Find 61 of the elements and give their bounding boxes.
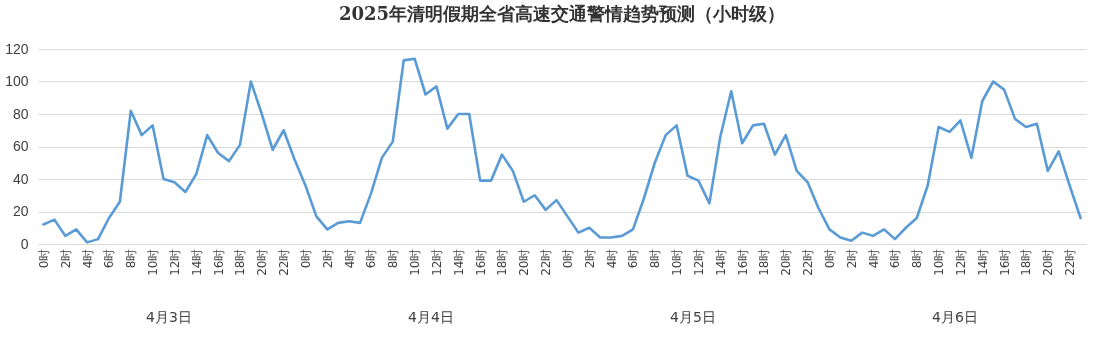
y-tick-label: 20	[12, 203, 29, 219]
x-tick-label: 6时	[364, 248, 379, 269]
x-tick-label: 20时	[517, 248, 532, 276]
x-tick-label: 10时	[408, 248, 423, 276]
text: 4月6日	[932, 309, 978, 325]
x-tick-label: 0时	[822, 248, 837, 269]
x-tick-label: 12时	[429, 248, 444, 276]
x-tick-label: 14时	[451, 248, 466, 276]
x-tick-label: 10时	[670, 248, 685, 276]
y-tick-label: 0	[20, 235, 29, 252]
x-tick-label: 16时	[997, 248, 1012, 276]
x-tick-label: 18时	[233, 248, 248, 276]
x-tick-label: 12时	[167, 248, 182, 276]
y-tick-label: 60	[12, 138, 29, 154]
x-tick-label: 8时	[386, 248, 401, 269]
x-tick-label: 20时	[1041, 248, 1056, 276]
x-tick-label: 2时	[320, 248, 335, 269]
x-tick-label: 8时	[910, 248, 925, 269]
y-tick-label: 80	[12, 105, 29, 122]
x-tick-label: 8时	[648, 248, 663, 269]
text: 4月4日	[408, 309, 454, 325]
x-tick-label: 18时	[495, 248, 510, 276]
x-tick-label: 22时	[539, 248, 554, 276]
x-tick-label: 6时	[626, 248, 641, 269]
x-tick-label: 22时	[1063, 248, 1078, 276]
x-tick-label: 12时	[691, 248, 706, 276]
x-tick-label: 0时	[298, 248, 313, 269]
x-tick-label: 4时	[866, 248, 881, 269]
x-tick-label: 12时	[953, 248, 968, 276]
x-tick-label: 16时	[735, 248, 750, 276]
x-tick-label: 4时	[604, 248, 619, 269]
x-tick-label: 22时	[801, 248, 816, 276]
chart-title: 2025年清明假期全省高速交通警情趋势预测（小时级）	[338, 3, 786, 24]
text: 4月5日	[670, 309, 716, 325]
x-tick-label: 18时	[757, 248, 772, 276]
line-series	[42, 57, 1082, 244]
x-tick-label: 8时	[124, 248, 139, 269]
x-tick-label: 16时	[211, 248, 226, 276]
x-tick-label: 20时	[779, 248, 794, 276]
x-tick-label: 16时	[473, 248, 488, 276]
x-tick-label: 20时	[255, 248, 270, 276]
x-tick-label: 0时	[36, 248, 51, 269]
x-tick-label: 2时	[844, 248, 859, 269]
x-tick-label: 2时	[582, 248, 597, 269]
x-tick-label: 2时	[58, 248, 73, 269]
x-tick-label: 18时	[1019, 248, 1034, 276]
x-tick-label: 4时	[342, 248, 357, 269]
x-tick-label: 6时	[888, 248, 903, 269]
text: 4月3日	[146, 309, 192, 325]
x-tick-label: 10时	[932, 248, 947, 276]
x-tick-label: 22时	[277, 248, 292, 276]
x-tick-label: 14时	[189, 248, 204, 276]
y-tick-label: 120	[5, 40, 29, 57]
x-tick-label: 14时	[713, 248, 728, 276]
x-tick-label: 10时	[146, 248, 161, 276]
y-tick-label: 100	[5, 73, 29, 89]
x-tick-label: 4时	[80, 248, 95, 269]
x-tick-label: 6时	[102, 248, 117, 269]
x-tick-label: 0时	[560, 248, 575, 269]
x-tick-label: 14时	[975, 248, 990, 276]
y-tick-label: 40	[12, 170, 29, 187]
